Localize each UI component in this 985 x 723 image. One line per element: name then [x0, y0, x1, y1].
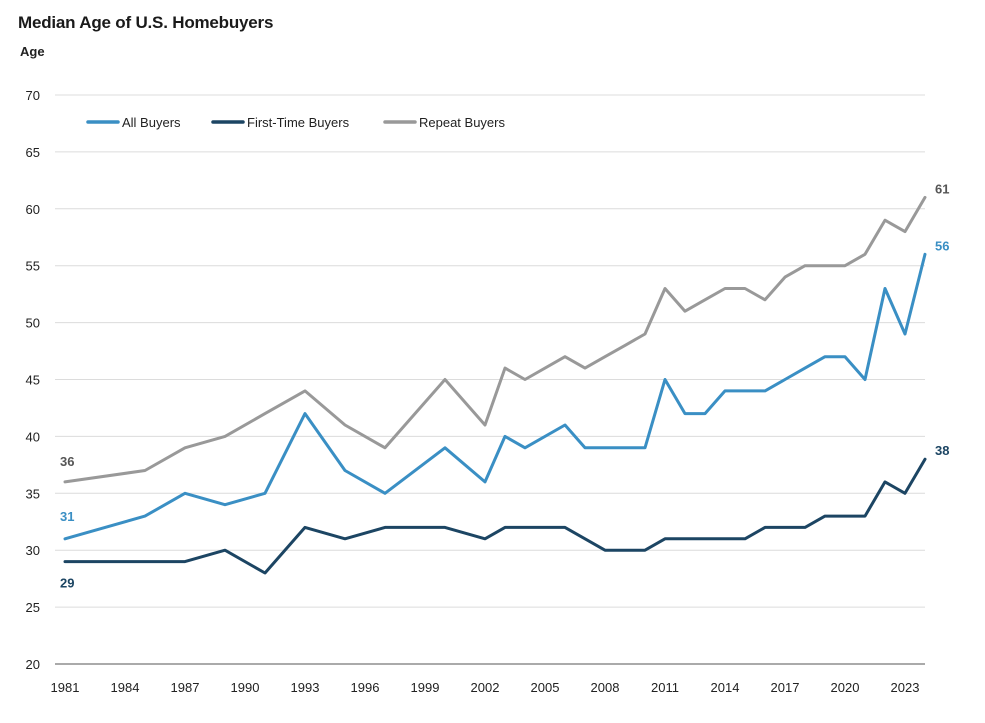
legend-label: All Buyers [122, 115, 181, 130]
y-axis-label: Age [20, 44, 45, 59]
y-tick-label: 30 [26, 543, 40, 558]
y-tick-label: 70 [26, 88, 40, 103]
y-tick-label: 65 [26, 145, 40, 160]
series-line-repeat-buyers [63, 195, 927, 484]
end-data-label: 61 [935, 181, 949, 196]
series-line-all-buyers [63, 252, 927, 541]
x-tick-label: 1990 [231, 680, 260, 695]
end-data-label: 38 [935, 443, 949, 458]
start-data-label: 29 [60, 576, 74, 591]
legend-label: Repeat Buyers [419, 115, 505, 130]
x-tick-label: 2017 [771, 680, 800, 695]
y-tick-label: 60 [26, 202, 40, 217]
chart-title: Median Age of U.S. Homebuyers [18, 13, 274, 32]
y-tick-label: 20 [26, 657, 40, 672]
x-tick-label: 2002 [471, 680, 500, 695]
x-tick-label: 1996 [351, 680, 380, 695]
end-data-label: 56 [935, 238, 949, 253]
y-tick-label: 50 [26, 316, 40, 331]
legend-label: First-Time Buyers [247, 115, 350, 130]
x-tick-label: 2011 [651, 680, 679, 695]
x-tick-label: 1987 [171, 680, 200, 695]
x-tick-label: 2023 [891, 680, 920, 695]
start-data-label: 36 [60, 454, 74, 469]
x-tick-label: 2020 [831, 680, 860, 695]
series-line-first-time-buyers [63, 457, 927, 575]
x-tick-label: 2005 [531, 680, 560, 695]
y-tick-label: 55 [26, 259, 40, 274]
x-tick-label: 1993 [291, 680, 320, 695]
x-tick-label: 2008 [591, 680, 620, 695]
x-tick-label: 1999 [411, 680, 440, 695]
y-tick-label: 25 [26, 600, 40, 615]
y-tick-label: 40 [26, 429, 40, 444]
x-tick-label: 2014 [711, 680, 740, 695]
x-tick-label: 1981 [51, 680, 80, 695]
y-tick-label: 35 [26, 486, 40, 501]
y-tick-label: 45 [26, 373, 40, 388]
x-tick-label: 1984 [111, 680, 140, 695]
start-data-label: 31 [60, 509, 74, 524]
